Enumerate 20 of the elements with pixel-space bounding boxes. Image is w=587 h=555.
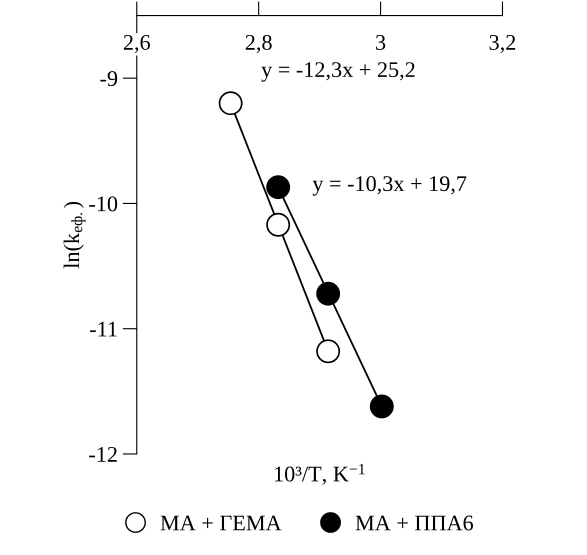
x-axis-title: 10³/T, K$^{−1}$ xyxy=(275,464,365,485)
annotation: y = -12,3x + 25,2 xyxy=(261,62,415,82)
x-tick-label: 3,2 xyxy=(490,34,516,54)
point xyxy=(370,394,394,418)
y-tick-label: -12 xyxy=(89,446,117,462)
legend-label: МА + ГЕМА xyxy=(160,516,282,530)
point xyxy=(266,212,290,237)
x-tick-label: 3 xyxy=(376,34,386,50)
point xyxy=(266,175,290,200)
x-tick-label: 2,6 xyxy=(124,34,150,54)
point xyxy=(218,91,243,116)
point xyxy=(316,339,340,364)
y-tick-label: -10 xyxy=(89,196,118,212)
legend-label: МА + ППА6 xyxy=(356,516,474,530)
y-tick-label: -9 xyxy=(100,71,118,86)
annotation: y = -10,3x + 19,7 xyxy=(312,176,466,196)
x-tick-label: 2,8 xyxy=(246,34,272,54)
point xyxy=(316,282,340,306)
y-axis-title: ln(k$_{еф.}$) xyxy=(64,202,86,268)
y-tick-label: -11 xyxy=(90,322,117,336)
